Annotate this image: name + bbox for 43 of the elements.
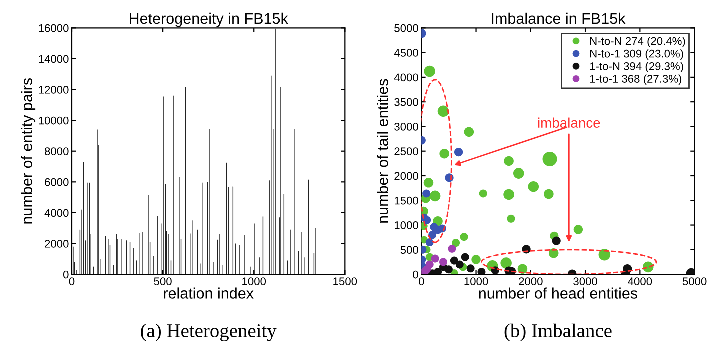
legend-label: N-to-1 309 (23.0%): [590, 50, 684, 60]
x-tick-label: 1000: [464, 278, 488, 286]
legend-label: 1-to-N 394 (29.3%): [590, 62, 684, 73]
legend-label: N-to-N 274 (20.4%): [590, 37, 686, 48]
y-tick-label: 1000: [394, 222, 418, 230]
y-tick-label: 8000: [44, 148, 69, 156]
x-tick-label: 1500: [334, 278, 358, 286]
x-tick-label: 5000: [682, 278, 707, 286]
y-tick-label: 4000: [44, 209, 69, 218]
text: (a) Heterogeneity: [141, 324, 277, 342]
y-tick-label: 500: [400, 246, 418, 254]
y-tick-label: 2500: [394, 148, 418, 156]
y-tick-label: 0: [63, 270, 69, 279]
x-axis-title: relation index: [164, 288, 254, 299]
chart-title: Imbalance in FB15k: [492, 12, 626, 24]
y-tick-label: 1500: [394, 196, 418, 205]
y-tick-label: 16000: [39, 24, 69, 32]
y-tick-label: 12000: [39, 86, 69, 94]
x-tick-label: 3000: [574, 278, 598, 286]
y-tick-label: 14000: [39, 55, 69, 64]
x-tick-label: 4000: [628, 278, 652, 286]
x-tick-label: 500: [154, 278, 172, 286]
x-tick-label: 0: [69, 278, 75, 286]
x-axis-title: number of head entities: [479, 288, 638, 299]
y-tick-label: 4000: [394, 74, 418, 82]
y-tick-label: 4500: [394, 49, 418, 57]
legend-label: 1-to-1 368 (27.3%): [590, 74, 682, 86]
y-tick-label: 10000: [39, 116, 69, 125]
x-tick-label: 2000: [519, 278, 543, 286]
text: (b) Imbalance: [504, 324, 612, 342]
y-tick-label: 3500: [394, 98, 418, 106]
x-tick-label: 1000: [242, 278, 266, 286]
annotation: imbalance: [538, 118, 600, 128]
y-tick-label: 2000: [45, 240, 69, 248]
y-tick-label: 6000: [45, 178, 69, 186]
x-tick-label: 0: [418, 278, 424, 286]
y-axis-title: number of tail entities: [377, 79, 388, 223]
y-tick-label: 0: [413, 270, 418, 279]
y-tick-label: 5000: [394, 24, 418, 32]
y-tick-label: 2000: [394, 172, 418, 180]
chart-title: Heterogeneity in FB15k: [130, 12, 288, 28]
y-axis-title: number of entity pairs: [21, 78, 36, 224]
y-tick-label: 3000: [394, 122, 418, 131]
